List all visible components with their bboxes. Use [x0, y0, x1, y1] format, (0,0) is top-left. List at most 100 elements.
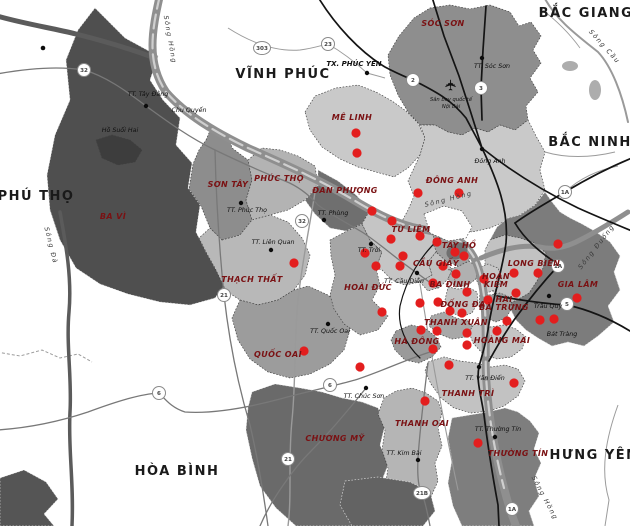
poi-red-dot [428, 278, 438, 288]
poi-red-dot [445, 306, 455, 316]
road-badge-circle [406, 73, 420, 87]
district-label: SÓC SƠN [421, 17, 464, 28]
town-dot [479, 55, 485, 61]
poi-red-dot [450, 247, 460, 257]
district-label: HOÀI ĐỨC [344, 281, 392, 292]
poi-red-dot [433, 297, 443, 307]
district-label: THANH TRÌ [442, 388, 495, 398]
province-label: PHÚ THỌ [0, 188, 74, 204]
poi-red-dot [457, 308, 467, 318]
poi-red-dot [420, 396, 430, 406]
poi-red-dot [535, 315, 545, 325]
town-label: TT. Liên Quan [252, 238, 295, 246]
town-label: Chu Quyến [172, 106, 207, 114]
poi-red-dot [398, 251, 408, 261]
district-label: THẠCH THẤT [221, 272, 283, 284]
road-32 [0, 67, 439, 289]
road-badge: 1A [505, 502, 519, 516]
poi-red-dot [377, 307, 387, 317]
road-badge: 21 [281, 452, 295, 466]
road-badge-number: 3 [479, 86, 483, 92]
poi-red-dot [483, 295, 493, 305]
poi-red-dot [479, 274, 489, 284]
district-label: THANH XUÂN [424, 317, 488, 327]
district-shape-hoai-duc [329, 223, 389, 336]
district-label: PHÚC THỌ [254, 172, 304, 183]
town-dot [414, 270, 420, 276]
road-to-bac-ninh [481, 147, 630, 232]
town-label: TT. Phùng [318, 209, 349, 217]
town-dot [476, 364, 482, 370]
road-badge: 6 [152, 386, 166, 400]
road-badge-circle [295, 214, 309, 228]
town-label: Trâu Quỳ [534, 302, 563, 310]
poi-red-dot [371, 261, 381, 271]
airport-icon: ✈ [442, 79, 460, 92]
town-label: TT. Văn Điển [465, 373, 505, 382]
district-shape-dong-anh [399, 119, 546, 239]
river-nhue [419, 283, 459, 491]
poi-red-dot [451, 269, 461, 279]
town-label: TT. Kim Bài [387, 449, 422, 457]
district-shapes [0, 4, 621, 526]
poi-red-dot [386, 234, 396, 244]
poi-red-dot [352, 148, 362, 158]
province-label: HÒA BÌNH [135, 463, 220, 479]
river-hong-braid-light [151, 0, 506, 490]
road-badge: 5 [560, 297, 574, 311]
road-badge: 2 [406, 73, 420, 87]
province-label: VĨNH PHÚC [235, 66, 330, 82]
town-label: TT. Cầu Diễn [384, 276, 424, 285]
poi-red-dot [454, 188, 464, 198]
road-badge-number: 32 [80, 68, 88, 74]
town-label: Đông Anh [474, 157, 505, 165]
road-badge-number: 303 [256, 46, 268, 52]
poi-red-dot [351, 128, 361, 138]
road-badge-number: 21 [220, 293, 228, 299]
poi-red-dot [367, 206, 377, 216]
road-1a-city [488, 222, 560, 362]
lake-suoi-hai [95, 134, 143, 166]
poi-red-dot [459, 251, 469, 261]
poi-red-dot [533, 268, 543, 278]
road-badge-number: 5 [565, 302, 569, 308]
district-shape-ba-dinh [447, 260, 479, 288]
district-label: CẦU GIẤY [413, 256, 460, 268]
district-shape-phuc-tho [245, 147, 319, 221]
road-badge: 32 [77, 63, 91, 77]
lakes [95, 61, 601, 166]
poi-red-dot [473, 438, 483, 448]
road-badge-circle [77, 63, 91, 77]
river-da-west [58, 210, 75, 526]
poi-red-dot [509, 378, 519, 388]
poi-red-dot [438, 261, 448, 271]
poi-red-dot [416, 325, 426, 335]
district-label: HOÀN KIẾM [482, 271, 510, 289]
poi-red-dot [572, 293, 582, 303]
road-badge-number: 6 [157, 391, 161, 397]
road-badge-circle [474, 81, 488, 95]
district-label: HAI BÀ TRƯNG [479, 295, 529, 312]
railway-south [477, 147, 508, 526]
road-badge-number: 1A [561, 190, 570, 196]
town-dot [415, 457, 421, 463]
district-label: GIA LÂM [558, 279, 599, 289]
town-label: TT. Chúc Sơn [344, 392, 385, 400]
town-label: Hồ Suối Hai [102, 126, 139, 134]
road-badge-number: 6 [328, 383, 332, 389]
town-label: TT. Quốc Oai [310, 327, 350, 335]
road-badge: 23 [321, 37, 335, 51]
road-badge: 21B [413, 486, 431, 500]
town-label: Bát Tràng [547, 330, 577, 338]
town-dot [268, 247, 274, 253]
district-label: ĐAN PHƯỢNG [311, 186, 378, 195]
town-labels-layer: TT. Tây Đằng Chu Quyến Hồ Suối Hai TT. Phúc… [102, 55, 577, 463]
poi-red-dot [428, 344, 438, 354]
road-21-south [259, 387, 367, 526]
road-21 [214, 149, 269, 526]
road-badge-circle [558, 185, 572, 199]
province-label: HƯNG YÊN [550, 447, 630, 463]
